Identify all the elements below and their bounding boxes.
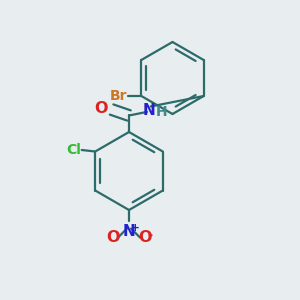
Text: N: N: [123, 224, 135, 238]
Text: Br: Br: [110, 89, 127, 103]
Text: O: O: [138, 230, 152, 245]
Text: +: +: [131, 223, 140, 232]
Text: N: N: [143, 103, 156, 118]
Text: -: -: [147, 229, 153, 242]
Text: O: O: [107, 230, 120, 245]
Text: O: O: [94, 101, 108, 116]
Text: H: H: [156, 106, 168, 119]
Text: Cl: Cl: [66, 143, 81, 157]
